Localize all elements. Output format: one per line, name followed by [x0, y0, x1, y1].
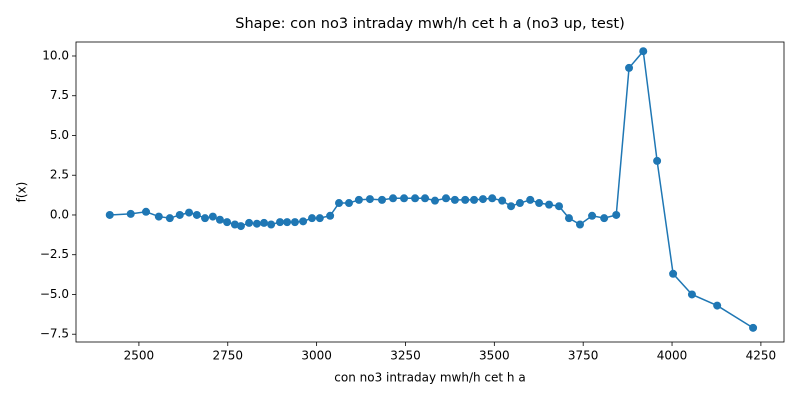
data-point — [326, 211, 335, 220]
data-point — [749, 323, 758, 332]
y-tick-label: −7.5 — [40, 327, 69, 341]
x-tick-label: 3250 — [390, 349, 421, 363]
data-point — [283, 218, 292, 227]
data-point — [639, 47, 648, 56]
data-point — [600, 214, 609, 223]
data-point — [653, 156, 662, 165]
data-point — [142, 207, 151, 216]
data-point — [588, 211, 597, 220]
data-point — [245, 218, 254, 227]
x-tick-label: 3500 — [479, 349, 510, 363]
data-point — [535, 199, 544, 208]
data-point — [441, 194, 450, 203]
x-tick-label: 4250 — [746, 349, 777, 363]
data-point — [252, 219, 261, 228]
y-tick-label: 2.5 — [50, 168, 69, 182]
data-point — [421, 194, 430, 203]
data-point — [154, 212, 163, 221]
data-point — [308, 214, 316, 223]
x-tick-label: 2500 — [124, 349, 155, 363]
data-point — [478, 195, 487, 204]
y-axis-label: f(x) — [15, 182, 29, 203]
data-point — [126, 209, 135, 218]
data-point — [201, 214, 210, 223]
plot-frame — [75, 41, 785, 343]
data-point — [400, 194, 409, 203]
y-tick-label: 7.5 — [50, 88, 69, 102]
x-tick-label: 3000 — [301, 349, 332, 363]
data-point — [315, 214, 324, 223]
y-tick-label: 5.0 — [50, 128, 69, 142]
data-point — [236, 222, 245, 231]
x-tick-label: 3750 — [568, 349, 599, 363]
data-point — [175, 210, 184, 219]
data-point — [223, 218, 232, 227]
data-point — [498, 196, 507, 205]
data-point — [713, 301, 722, 310]
y-tick-label: −2.5 — [40, 247, 69, 261]
data-point — [165, 214, 174, 223]
x-tick-label: 4000 — [657, 349, 688, 363]
data-point — [461, 195, 470, 204]
data-point — [515, 199, 524, 208]
data-point — [450, 195, 459, 204]
data-point — [555, 202, 564, 211]
data-point — [612, 210, 621, 219]
data-point — [389, 194, 398, 203]
data-point — [299, 217, 308, 226]
data-point — [687, 290, 696, 299]
data-point — [105, 210, 114, 219]
data-point — [625, 63, 634, 72]
data-point — [545, 200, 554, 209]
data-point — [276, 218, 285, 227]
data-point — [507, 202, 516, 211]
data-point — [335, 199, 344, 208]
data-point — [430, 196, 439, 205]
x-axis-label: con no3 intraday mwh/h cet h a — [334, 371, 525, 385]
data-point — [192, 210, 201, 219]
data-point — [526, 195, 535, 204]
data-point — [575, 220, 584, 229]
chart-title: Shape: con no3 intraday mwh/h cet h a (n… — [235, 16, 624, 32]
data-point — [215, 215, 224, 224]
data-point — [365, 195, 374, 204]
data-point — [669, 269, 678, 278]
x-tick-label: 2750 — [212, 349, 243, 363]
data-point — [354, 195, 363, 204]
data-point — [378, 195, 387, 204]
data-point — [185, 208, 194, 217]
data-point — [470, 195, 479, 204]
y-tick-label: 10.0 — [42, 48, 69, 62]
data-point — [564, 214, 573, 223]
data-point — [488, 194, 497, 203]
y-tick-label: 0.0 — [50, 207, 69, 221]
data-point — [230, 220, 239, 229]
data-point — [411, 194, 420, 203]
data-point — [208, 212, 217, 221]
data-point — [344, 199, 353, 208]
data-point — [267, 220, 276, 229]
data-point — [260, 218, 269, 227]
y-tick-label: −5.0 — [40, 287, 69, 301]
data-point — [290, 218, 299, 227]
